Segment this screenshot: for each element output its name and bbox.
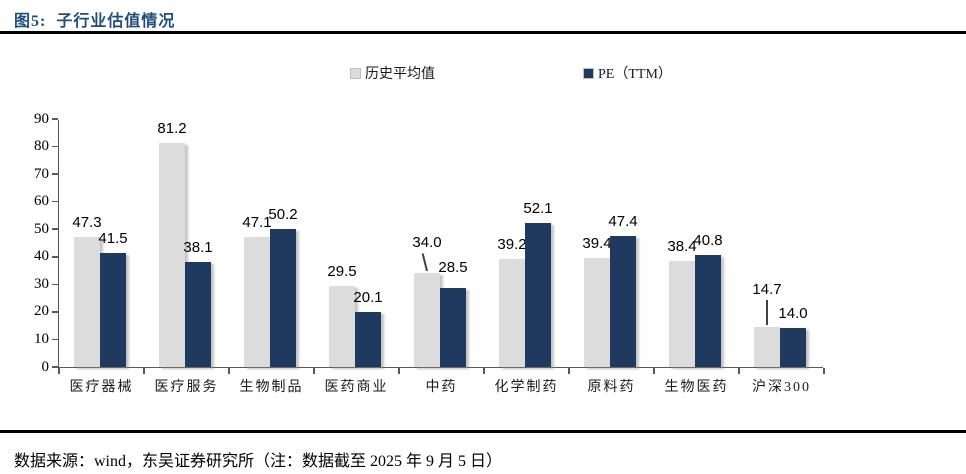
value-label: 29.5 [327, 262, 357, 280]
bar-pe-ttm [440, 288, 466, 367]
top-rule [0, 31, 966, 34]
bar-pe-ttm [695, 254, 721, 367]
legend-item-pe-ttm: PE（TTM） [583, 63, 672, 83]
y-axis-tick [52, 366, 58, 368]
y-axis-tick-label: 40 [34, 248, 49, 265]
x-axis-tick [823, 368, 825, 374]
category-label: 中药 [425, 380, 458, 395]
legend-label-pe-ttm: PE（TTM） [598, 67, 672, 82]
category-label: 医药商业 [324, 380, 389, 395]
y-axis-tick-label: 10 [34, 330, 49, 347]
legend-swatch-pe-ttm-icon [583, 67, 594, 79]
value-label: 20.1 [353, 288, 383, 306]
bar-pe-ttm [100, 252, 126, 367]
legend-label-historical-average: 历史平均值 [365, 67, 435, 82]
figure-title: 图5: 子行业估值情况 [14, 13, 176, 30]
bar-historical-average [244, 237, 270, 367]
x-axis-tick [483, 368, 485, 374]
y-axis-tick [52, 173, 58, 175]
x-axis-tick [313, 368, 315, 374]
x-axis-tick [228, 368, 230, 374]
y-axis-tick-label: 90 [34, 110, 49, 127]
chart-panel: 历史平均值 PE（TTM） 0 10 20 30 40 50 60 70 80 90 47.3 41.… [10, 55, 956, 430]
value-label: 39.2 [497, 235, 527, 253]
y-axis-tick-label: 20 [34, 303, 49, 320]
category-label: 医疗服务 [154, 380, 219, 395]
value-label: 14.0 [778, 305, 808, 323]
y-axis-tick [52, 338, 58, 341]
bar-pe-ttm [270, 228, 296, 367]
y-axis-tick-label: 50 [34, 220, 49, 237]
value-label: 14.7 [752, 280, 782, 298]
bar-pe-ttm [355, 311, 381, 367]
value-label: 38.4 [667, 238, 697, 256]
y-axis-tick-label: 70 [34, 165, 49, 182]
bar-historical-average [74, 236, 100, 367]
bar-historical-average [754, 326, 780, 367]
y-axis-tick [52, 256, 58, 258]
x-axis-tick [653, 368, 655, 374]
value-label: 40.8 [693, 231, 723, 249]
value-label: 52.1 [523, 200, 553, 218]
category-label: 原料药 [587, 380, 636, 395]
y-axis-tick [52, 118, 58, 120]
category-label: 化学制药 [494, 380, 559, 395]
x-axis-tick [58, 368, 60, 374]
bar-historical-average [159, 143, 185, 367]
x-axis-tick [398, 368, 400, 374]
value-label: 38.1 [183, 239, 213, 257]
value-label: 47.3 [72, 213, 102, 231]
legend-swatch-historical-average-icon [350, 67, 361, 79]
y-axis-tick [52, 283, 58, 286]
value-label: 39.4 [582, 235, 612, 253]
bar-historical-average [499, 258, 525, 367]
y-axis-tick [52, 145, 58, 148]
value-label: 47.1 [242, 214, 272, 232]
value-label: 34.0 [412, 234, 442, 252]
bar-historical-average [329, 285, 355, 367]
x-axis-tick [568, 368, 570, 374]
y-axis-tick-label: 30 [34, 275, 49, 292]
bar-historical-average [669, 261, 695, 367]
plot-area: 0 10 20 30 40 50 60 70 80 90 47.3 41.5 医疗器械 81.2 38.1 医… [34, 111, 825, 395]
y-axis-tick [52, 228, 58, 230]
value-label: 81.2 [157, 120, 187, 138]
category-label: 生物制品 [239, 380, 304, 395]
category-label: 生物医药 [664, 380, 729, 395]
bar-historical-average [584, 258, 610, 367]
y-axis-tick-label: 60 [34, 193, 49, 210]
x-axis-tick [143, 368, 145, 374]
bottom-rule [0, 430, 966, 433]
category-label: 医疗器械 [69, 380, 134, 395]
value-label: 47.4 [608, 213, 638, 231]
value-label: 41.5 [98, 229, 128, 247]
chart-legend: 历史平均值 PE（TTM） [350, 63, 672, 83]
bar-historical-average [414, 273, 440, 367]
x-axis-tick [738, 368, 740, 374]
y-axis-tick-label: 80 [34, 138, 49, 155]
bar-pe-ttm [780, 328, 806, 367]
bar-pe-ttm [610, 236, 636, 367]
bar-pe-ttm [185, 262, 211, 367]
value-label: 50.2 [268, 205, 298, 223]
y-axis-tick [52, 200, 58, 203]
bar-pe-ttm [525, 223, 551, 367]
y-axis-tick-label: 0 [41, 358, 50, 375]
y-axis-tick [52, 311, 58, 313]
leader-line [766, 299, 768, 325]
value-label: 28.5 [438, 259, 468, 277]
source-note: 数据来源：wind，东吴证券研究所（注：数据截至 2025 年 9 月 5 日） [14, 453, 503, 470]
category-label: 沪深300 [752, 380, 811, 395]
legend-item-historical-average: 历史平均值 [350, 63, 435, 83]
